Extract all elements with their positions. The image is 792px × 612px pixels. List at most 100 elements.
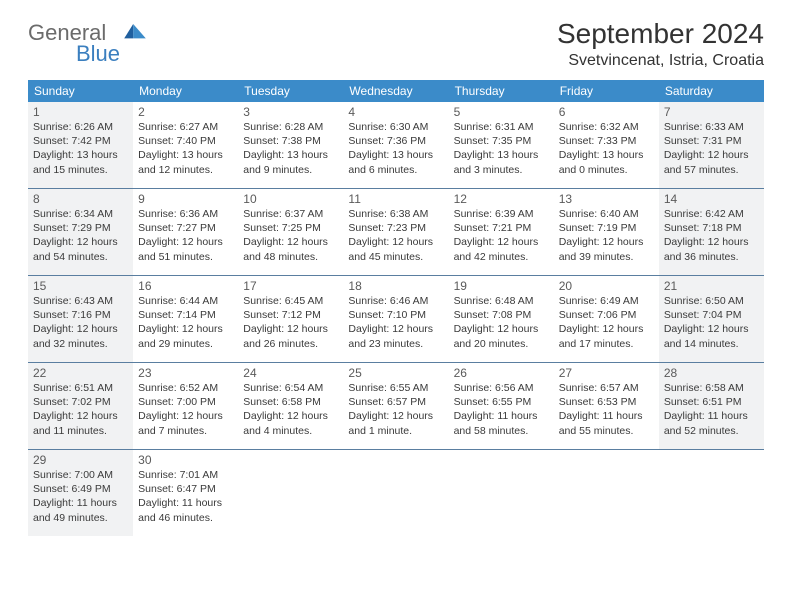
day-number: 14 xyxy=(664,192,759,206)
day-sunset: Sunset: 7:42 PM xyxy=(33,134,128,148)
day-number: 5 xyxy=(454,105,549,119)
day-cell: 6Sunrise: 6:32 AMSunset: 7:33 PMDaylight… xyxy=(554,102,659,188)
day-info: Sunrise: 6:26 AMSunset: 7:42 PMDaylight:… xyxy=(33,120,128,177)
day-info: Sunrise: 6:42 AMSunset: 7:18 PMDaylight:… xyxy=(664,207,759,264)
day-number: 28 xyxy=(664,366,759,380)
day-sunrise: Sunrise: 6:54 AM xyxy=(243,381,338,395)
week-row: 1Sunrise: 6:26 AMSunset: 7:42 PMDaylight… xyxy=(28,102,764,188)
day-sunrise: Sunrise: 6:27 AM xyxy=(138,120,233,134)
day-day1: Daylight: 13 hours xyxy=(138,148,233,162)
page: General Blue September 2024 Svetvincenat… xyxy=(0,0,792,536)
day-sunrise: Sunrise: 6:45 AM xyxy=(243,294,338,308)
day-day1: Daylight: 13 hours xyxy=(243,148,338,162)
day-day2: and 23 minutes. xyxy=(348,337,443,351)
day-cell: 13Sunrise: 6:40 AMSunset: 7:19 PMDayligh… xyxy=(554,189,659,275)
day-sunrise: Sunrise: 6:34 AM xyxy=(33,207,128,221)
day-day2: and 9 minutes. xyxy=(243,163,338,177)
day-day2: and 32 minutes. xyxy=(33,337,128,351)
day-cell: 17Sunrise: 6:45 AMSunset: 7:12 PMDayligh… xyxy=(238,276,343,362)
day-info: Sunrise: 6:55 AMSunset: 6:57 PMDaylight:… xyxy=(348,381,443,438)
day-day2: and 20 minutes. xyxy=(454,337,549,351)
day-sunset: Sunset: 7:10 PM xyxy=(348,308,443,322)
weekday-header: Friday xyxy=(554,80,659,102)
day-day1: Daylight: 12 hours xyxy=(33,322,128,336)
day-day1: Daylight: 12 hours xyxy=(138,409,233,423)
day-number: 6 xyxy=(559,105,654,119)
day-cell: 28Sunrise: 6:58 AMSunset: 6:51 PMDayligh… xyxy=(659,363,764,449)
day-number: 16 xyxy=(138,279,233,293)
day-info: Sunrise: 6:46 AMSunset: 7:10 PMDaylight:… xyxy=(348,294,443,351)
day-sunrise: Sunrise: 6:42 AM xyxy=(664,207,759,221)
day-day2: and 51 minutes. xyxy=(138,250,233,264)
day-day2: and 54 minutes. xyxy=(33,250,128,264)
day-sunset: Sunset: 6:55 PM xyxy=(454,395,549,409)
day-sunset: Sunset: 7:27 PM xyxy=(138,221,233,235)
day-info: Sunrise: 6:33 AMSunset: 7:31 PMDaylight:… xyxy=(664,120,759,177)
day-sunrise: Sunrise: 6:37 AM xyxy=(243,207,338,221)
day-number: 24 xyxy=(243,366,338,380)
day-info: Sunrise: 6:27 AMSunset: 7:40 PMDaylight:… xyxy=(138,120,233,177)
day-day1: Daylight: 12 hours xyxy=(348,322,443,336)
day-sunset: Sunset: 6:51 PM xyxy=(664,395,759,409)
day-cell: 23Sunrise: 6:52 AMSunset: 7:00 PMDayligh… xyxy=(133,363,238,449)
day-sunrise: Sunrise: 6:40 AM xyxy=(559,207,654,221)
day-day1: Daylight: 12 hours xyxy=(454,322,549,336)
day-day1: Daylight: 12 hours xyxy=(33,235,128,249)
day-day2: and 55 minutes. xyxy=(559,424,654,438)
day-day2: and 48 minutes. xyxy=(243,250,338,264)
day-number: 27 xyxy=(559,366,654,380)
logo-word-blue: Blue xyxy=(76,43,120,65)
day-sunset: Sunset: 7:40 PM xyxy=(138,134,233,148)
day-day2: and 0 minutes. xyxy=(559,163,654,177)
day-cell: 2Sunrise: 6:27 AMSunset: 7:40 PMDaylight… xyxy=(133,102,238,188)
day-day1: Daylight: 12 hours xyxy=(664,235,759,249)
day-cell: 1Sunrise: 6:26 AMSunset: 7:42 PMDaylight… xyxy=(28,102,133,188)
day-day1: Daylight: 11 hours xyxy=(454,409,549,423)
weekday-header: Sunday xyxy=(28,80,133,102)
day-sunset: Sunset: 7:23 PM xyxy=(348,221,443,235)
day-info: Sunrise: 6:39 AMSunset: 7:21 PMDaylight:… xyxy=(454,207,549,264)
day-day1: Daylight: 12 hours xyxy=(243,322,338,336)
day-day1: Daylight: 11 hours xyxy=(33,496,128,510)
day-cell: 27Sunrise: 6:57 AMSunset: 6:53 PMDayligh… xyxy=(554,363,659,449)
day-day2: and 3 minutes. xyxy=(454,163,549,177)
day-day1: Daylight: 11 hours xyxy=(138,496,233,510)
day-info: Sunrise: 6:28 AMSunset: 7:38 PMDaylight:… xyxy=(243,120,338,177)
day-day1: Daylight: 12 hours xyxy=(33,409,128,423)
day-cell: 12Sunrise: 6:39 AMSunset: 7:21 PMDayligh… xyxy=(449,189,554,275)
day-sunset: Sunset: 7:33 PM xyxy=(559,134,654,148)
day-sunset: Sunset: 7:02 PM xyxy=(33,395,128,409)
day-day2: and 42 minutes. xyxy=(454,250,549,264)
day-cell: 18Sunrise: 6:46 AMSunset: 7:10 PMDayligh… xyxy=(343,276,448,362)
day-day2: and 7 minutes. xyxy=(138,424,233,438)
weekday-header: Thursday xyxy=(449,80,554,102)
day-number: 9 xyxy=(138,192,233,206)
day-sunset: Sunset: 7:38 PM xyxy=(243,134,338,148)
logo: General Blue xyxy=(28,18,146,65)
day-sunrise: Sunrise: 6:46 AM xyxy=(348,294,443,308)
day-info: Sunrise: 6:31 AMSunset: 7:35 PMDaylight:… xyxy=(454,120,549,177)
week-row: 8Sunrise: 6:34 AMSunset: 7:29 PMDaylight… xyxy=(28,188,764,275)
day-number: 17 xyxy=(243,279,338,293)
day-day2: and 52 minutes. xyxy=(664,424,759,438)
day-info: Sunrise: 7:01 AMSunset: 6:47 PMDaylight:… xyxy=(138,468,233,525)
day-number: 13 xyxy=(559,192,654,206)
day-sunrise: Sunrise: 6:36 AM xyxy=(138,207,233,221)
day-info: Sunrise: 6:30 AMSunset: 7:36 PMDaylight:… xyxy=(348,120,443,177)
day-day1: Daylight: 12 hours xyxy=(348,235,443,249)
day-info: Sunrise: 6:37 AMSunset: 7:25 PMDaylight:… xyxy=(243,207,338,264)
day-info: Sunrise: 6:51 AMSunset: 7:02 PMDaylight:… xyxy=(33,381,128,438)
day-info: Sunrise: 6:43 AMSunset: 7:16 PMDaylight:… xyxy=(33,294,128,351)
title-block: September 2024 Svetvincenat, Istria, Cro… xyxy=(557,18,764,70)
day-cell: 15Sunrise: 6:43 AMSunset: 7:16 PMDayligh… xyxy=(28,276,133,362)
day-sunrise: Sunrise: 6:58 AM xyxy=(664,381,759,395)
day-cell: 11Sunrise: 6:38 AMSunset: 7:23 PMDayligh… xyxy=(343,189,448,275)
day-day2: and 26 minutes. xyxy=(243,337,338,351)
day-cell: 30Sunrise: 7:01 AMSunset: 6:47 PMDayligh… xyxy=(133,450,238,536)
day-number: 2 xyxy=(138,105,233,119)
day-number: 18 xyxy=(348,279,443,293)
day-number: 11 xyxy=(348,192,443,206)
day-sunset: Sunset: 6:49 PM xyxy=(33,482,128,496)
day-sunset: Sunset: 7:04 PM xyxy=(664,308,759,322)
weekday-header: Saturday xyxy=(659,80,764,102)
